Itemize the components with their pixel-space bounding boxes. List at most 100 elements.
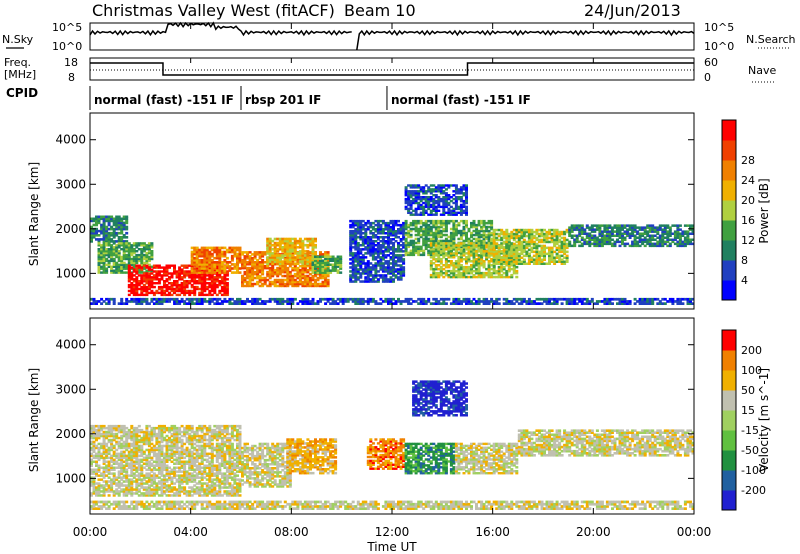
heatmap-cell [256,259,260,262]
heatmap-cell [132,268,136,271]
heatmap-cell [198,259,202,262]
heatmap-cell [477,239,481,243]
heatmap-cell [198,297,202,301]
heatmap-cell [230,271,234,274]
heatmap-cell [351,236,355,239]
heatmap-cell [198,287,202,291]
heatmap-cell [253,266,257,270]
heatmap-cell [643,238,647,241]
heatmap-cell [437,201,441,205]
heatmap-cell [218,280,222,283]
heatmap-cell [535,248,539,252]
heatmap-cell [598,240,602,244]
heatmap-cell [452,239,456,243]
heatmap-cell [653,230,657,233]
heatmap-cell [233,248,237,252]
heatmap-cell [437,251,441,255]
heatmap-cell [271,268,275,272]
heatmap-cell [200,291,204,295]
heatmap-cell [515,260,519,263]
heatmap-cell [472,302,476,305]
heatmap-cell [193,297,197,301]
heatmap-cell [409,251,413,255]
heatmap-cell [532,300,536,303]
heatmap-cell [447,221,451,225]
heatmap-cell [412,239,416,243]
heatmap-cell [527,244,531,248]
heatmap-cell [140,291,144,295]
heatmap-cell [233,250,237,254]
heatmap-cell [374,264,378,267]
heatmap-cell [268,272,272,276]
heatmap-cell [241,264,244,268]
heatmap-cell [200,248,204,252]
heatmap-cell [600,244,604,248]
heatmap-cell [497,260,501,263]
heatmap-cell [298,276,302,280]
heatmap-cell [691,230,695,233]
heatmap-cell [268,300,272,303]
heatmap-cell [100,297,104,301]
heatmap-cell [447,242,451,245]
heatmap-cell [477,223,481,227]
heatmap-cell [643,244,647,248]
heatmap-cell [132,289,136,293]
heatmap-cell [256,266,260,270]
heatmap-cell [429,246,433,249]
heatmap-cell [452,219,456,223]
heatmap-cell [125,248,129,251]
heatmap-cell [137,257,141,261]
heatmap-cell [583,232,587,235]
heatmap-cell [439,246,443,249]
heatmap-cell [535,254,539,258]
heatmap-cell [422,223,426,227]
heatmap-cell [457,264,461,267]
heatmap-cell [475,271,479,275]
heatmap-cell [520,248,524,252]
heatmap-cell [459,252,463,255]
heatmap-cell [553,244,557,248]
heatmap-cell [535,297,539,301]
heatmap-cell [120,242,124,245]
heatmap-cell [490,264,494,267]
heatmap-cell [631,224,635,227]
heatmap-cell [97,267,101,270]
heatmap-cell [150,282,154,285]
heatmap-cell [122,234,126,237]
heatmap-cell [157,282,161,285]
heatmap-cell [427,233,431,237]
heatmap-cell [485,241,489,245]
heatmap-cell [422,231,426,235]
heatmap-cell [256,263,260,266]
heatmap-cell [487,256,491,259]
heatmap-cell [434,231,438,235]
heatmap-cell [281,266,285,270]
heatmap-cell [470,265,473,269]
heatmap-cell [349,248,353,251]
heatmap-cell [200,271,204,274]
heatmap-cell [432,219,436,223]
heatmap-cell [447,248,451,251]
heatmap-cell [165,297,169,301]
heatmap-cell [112,250,116,253]
heatmap-cell [457,300,461,303]
heatmap-cell [444,245,448,249]
heatmap-cell [538,256,541,259]
heatmap-cell [663,242,667,246]
heatmap-cell [444,237,448,241]
heatmap-cell [210,252,214,256]
heatmap-cell [495,246,499,250]
heatmap-cell [467,252,471,255]
heatmap-cell [384,266,388,269]
heatmap-cell [203,283,207,287]
heatmap-cell [190,274,194,277]
heatmap-cell [535,244,539,248]
heatmap-cell [132,285,136,289]
heatmap-cell [477,269,481,273]
heatmap-cell [351,297,355,301]
heatmap-cell [548,228,551,232]
heatmap-cell [213,297,217,301]
heatmap-cell [427,225,431,229]
heatmap-cell [555,252,559,256]
heatmap-cell [548,248,551,252]
